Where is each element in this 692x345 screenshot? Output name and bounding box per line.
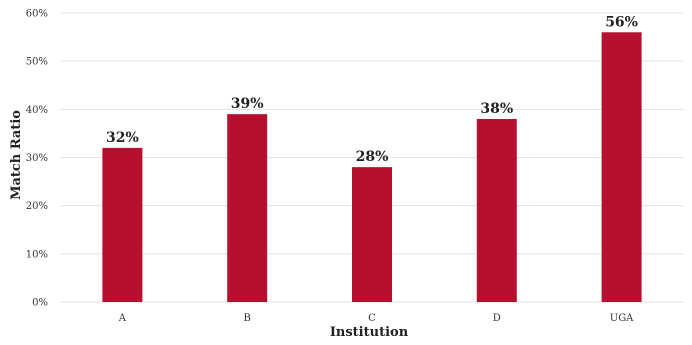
data-label: 56% xyxy=(605,14,638,30)
y-tick-label: 0% xyxy=(32,298,48,309)
y-tick-label: 60% xyxy=(26,9,48,20)
y-tick-label: 40% xyxy=(26,105,48,116)
bar-a xyxy=(102,147,143,302)
x-tick-label: B xyxy=(244,313,251,324)
bar-uga xyxy=(601,32,642,303)
x-tick-label: A xyxy=(118,313,127,324)
data-label: 28% xyxy=(356,149,389,165)
y-tick-label: 10% xyxy=(26,249,48,260)
bar-c xyxy=(352,167,392,302)
data-label: 32% xyxy=(106,130,139,146)
x-axis-title: Institution xyxy=(330,325,409,340)
data-label: 39% xyxy=(231,96,264,112)
data-labels: 32% 39% 28% 38% 56% xyxy=(106,14,638,165)
bar-d xyxy=(476,118,517,302)
bars xyxy=(102,32,642,303)
y-axis-ticks: 0% 10% 20% 30% 40% 50% 60% xyxy=(26,9,48,309)
y-tick-label: 30% xyxy=(26,153,48,164)
y-tick-label: 50% xyxy=(26,57,48,68)
x-tick-label: C xyxy=(368,313,376,324)
data-label: 38% xyxy=(480,101,513,117)
bar-b xyxy=(227,114,268,303)
y-tick-label: 20% xyxy=(26,201,48,212)
y-axis-title: Match Ratio xyxy=(9,110,24,200)
x-axis-ticks: A B C D UGA xyxy=(118,313,634,324)
x-tick-label: D xyxy=(493,313,501,324)
x-tick-label: UGA xyxy=(610,313,634,324)
